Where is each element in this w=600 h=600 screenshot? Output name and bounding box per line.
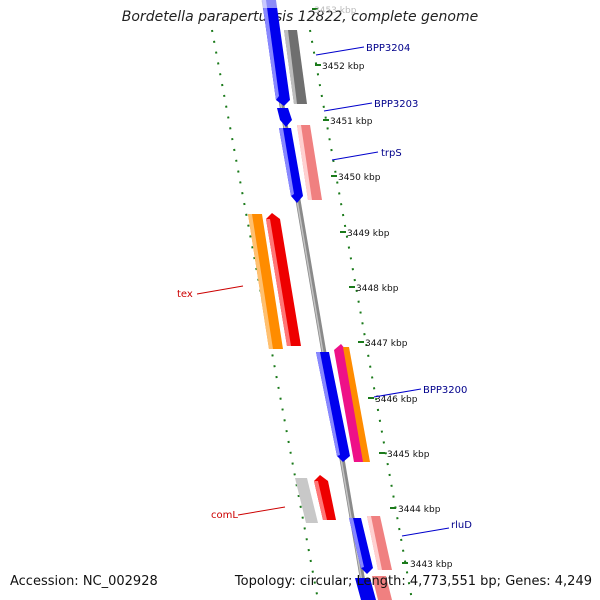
tick-label: 3446 kbp — [375, 395, 418, 405]
tick-label: 3448 kbp — [356, 284, 399, 294]
tick-label: 3449 kbp — [347, 229, 390, 239]
label-leader-line — [323, 102, 373, 112]
gene-arrow-blue-highlight — [279, 128, 294, 196]
label-leader-line — [237, 506, 286, 516]
gene-arrow-blue[interactable] — [277, 108, 292, 127]
gene-arrow-blue-highlight — [262, 0, 279, 100]
gene-label-trps[interactable]: trpS — [381, 148, 402, 159]
gene-arrow-pink[interactable] — [372, 576, 392, 600]
gene-arrow-gray-highlight — [284, 30, 297, 104]
label-leader-line — [331, 151, 379, 161]
length-label: Length: 4,773,551 bp; — [356, 574, 502, 589]
gene-arrow-blue-highlight — [316, 352, 340, 456]
tick-label: 3444 kbp — [398, 505, 441, 515]
gene-arrow-orange-highlight — [248, 214, 273, 349]
accession-label: Accession: NC_002928 — [10, 574, 158, 589]
gene-label-bpp3203[interactable]: BPP3203 — [374, 99, 418, 110]
tick-label: 3443 kbp — [410, 560, 453, 570]
genome-summary: Topology: circular; Length: 4,773,551 bp… — [235, 574, 592, 589]
label-leader-line — [373, 388, 422, 398]
genes-label: Genes: 4,249 — [505, 574, 592, 589]
gene-features — [248, 0, 392, 600]
gene-label-tex[interactable]: tex — [177, 289, 193, 300]
label-leader-line — [401, 527, 450, 537]
gene-arrow-pink-highlight — [297, 125, 312, 200]
tick-label: 3450 kbp — [338, 173, 381, 183]
tick-label: 3451 kbp — [330, 117, 373, 127]
gene-label-rlud[interactable]: rluD — [451, 520, 472, 531]
gene-arrow-red-highlight — [266, 219, 291, 346]
tick-label: 3453 kbp — [314, 6, 357, 16]
label-leader-line — [315, 46, 365, 56]
label-leader-line — [196, 285, 244, 295]
map-title: Bordetella parapertussis 12822, complete… — [121, 9, 479, 25]
gene-label-bpp3204[interactable]: BPP3204 — [366, 43, 410, 54]
gene-arrow-orange[interactable] — [343, 347, 370, 462]
tick-label: 3447 kbp — [365, 339, 408, 349]
tick-label: 3445 kbp — [387, 450, 430, 460]
gene-arrow-magenta[interactable] — [334, 344, 364, 462]
gene-arrow-red[interactable] — [314, 475, 336, 520]
gene-labels: BPP3204 BPP3203 trpS tex BPP3200 comL rl… — [177, 43, 472, 537]
topology-label: Topology: circular; — [234, 574, 353, 589]
tick-label: 3452 kbp — [322, 62, 365, 72]
gene-arrow-red[interactable] — [266, 213, 301, 346]
tick-labels: 3453 kbp 3452 kbp 3451 kbp 3450 kbp 3449… — [312, 6, 453, 570]
gene-arrow-blue[interactable] — [355, 578, 376, 600]
gene-arrow-red-highlight — [314, 481, 327, 520]
faded-top-band — [255, 0, 305, 8]
gene-label-bpp3200[interactable]: BPP3200 — [423, 385, 467, 396]
gene-label-coml[interactable]: comL — [211, 510, 238, 521]
gene-arrow-pink-highlight — [367, 516, 382, 570]
gene-arrow-blue-highlight — [349, 518, 364, 568]
gene-arrow-lightgray[interactable] — [295, 478, 318, 523]
